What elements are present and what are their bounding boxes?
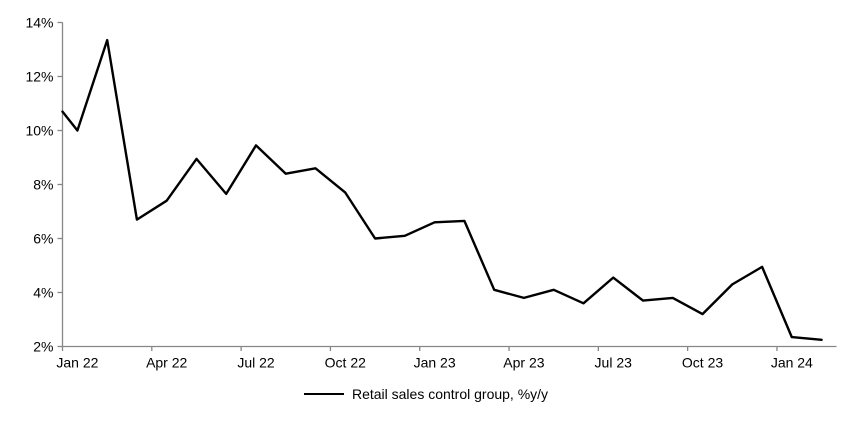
y-axis-tick-label: 4% (33, 285, 53, 301)
y-axis-tick-label: 2% (33, 339, 53, 355)
retail-sales-data-line (61, 38, 823, 341)
legend-label: Retail sales control group, %y/y (351, 386, 549, 402)
y-axis-tick-label: 8% (33, 177, 53, 193)
x-axis-tick-label: Oct 22 (325, 355, 366, 371)
x-axis-tick-label: Jul 23 (595, 355, 633, 371)
y-axis-tick-label: 14% (25, 15, 53, 31)
x-axis-tick-label: Apr 22 (146, 355, 187, 371)
x-axis-tick-label: Jan 23 (414, 355, 456, 371)
x-axis-tick-label: Apr 23 (503, 355, 544, 371)
x-axis-tick-label: Jan 22 (56, 355, 98, 371)
legend: Retail sales control group, %y/y (0, 386, 852, 402)
legend-line-sample (303, 392, 344, 396)
y-axis-tick-label: 6% (33, 231, 53, 247)
x-axis-tick-label: Oct 23 (682, 355, 723, 371)
x-axis-tick-label: Jul 22 (237, 355, 275, 371)
y-axis-tick-label: 10% (25, 123, 53, 139)
x-axis-tick-label: Jan 24 (771, 355, 813, 371)
y-axis-tick-label: 12% (25, 69, 53, 85)
